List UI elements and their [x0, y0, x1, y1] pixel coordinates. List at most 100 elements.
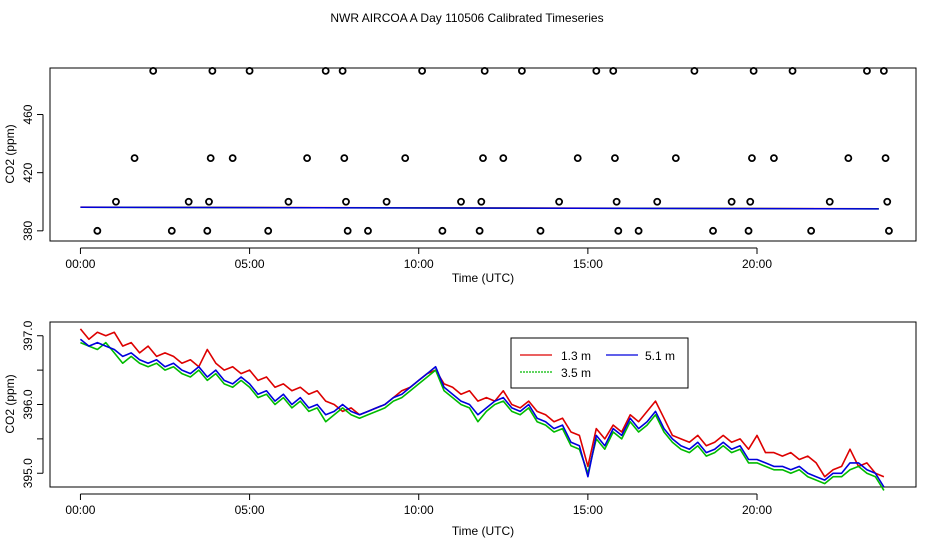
scatter-point — [479, 154, 487, 163]
y-axis-label-bottom: CO2 (ppm) — [3, 374, 17, 433]
scatter-point — [518, 67, 526, 75]
scatter-point — [611, 154, 619, 163]
top-x-tick-label: 05:00 — [235, 257, 265, 271]
scatter-point — [477, 197, 486, 206]
scatter-point — [342, 197, 350, 206]
plot-frame-bottom — [49, 321, 917, 488]
scatter-point — [480, 67, 489, 75]
scatter-point — [709, 226, 717, 235]
scatter-point — [457, 197, 465, 206]
scatter-point — [614, 226, 623, 235]
scatter-point — [303, 154, 311, 163]
co2-series-lines — [79, 328, 885, 491]
bottom-y-tick-label: 395.0 — [21, 458, 35, 488]
bottom-x-tick-label: 15:00 — [573, 503, 603, 517]
x-axis-label-bottom: Time (UTC) — [452, 524, 514, 538]
x-axis-top: 00:00 05:00 10:00 15:00 20:00 — [65, 247, 772, 271]
series-line-3-5-m — [80, 341, 885, 491]
y-axis-top: 380 420 460 — [21, 104, 44, 241]
scatter-point — [438, 226, 447, 235]
flat-series-lines — [80, 206, 879, 210]
bottom-y-tick-label: 397.0 — [21, 320, 35, 350]
bottom-x-tick-label: 20:00 — [742, 503, 772, 517]
scatter-point — [748, 154, 756, 163]
top-x-tick-label: 10:00 — [404, 257, 434, 271]
bottom-x-tick-label: 10:00 — [404, 503, 434, 517]
scatter-point — [746, 197, 755, 206]
top-x-tick-label: 15:00 — [573, 257, 603, 271]
panel-top-scatter: 00:00 05:00 10:00 15:00 20:00 380 420 460 Time… — [3, 67, 917, 285]
scatter-point — [418, 67, 427, 75]
legend: 1.3 m 5.1 m 3.5 m — [510, 337, 689, 389]
legend-label-5-1m: 5.1 m — [645, 349, 675, 363]
legend-label-3-5m: 3.5 m — [561, 366, 591, 380]
scatter-point — [573, 154, 582, 163]
scatter-point — [770, 154, 778, 163]
scatter-point — [592, 67, 601, 75]
legend-label-1-3m: 1.3 m — [561, 349, 591, 363]
scatter-point — [130, 154, 139, 163]
scatter-point — [340, 154, 349, 163]
scatter-point — [883, 197, 892, 206]
y-axis-bottom: 395.0 396.0 397.0 — [21, 320, 44, 488]
scatter-point — [863, 67, 871, 75]
y-axis-label-top: CO2 (ppm) — [3, 124, 17, 183]
chart-title: NWR AIRCOA A Day 110506 Calibrated Times… — [330, 11, 603, 25]
scatter-point — [653, 197, 662, 206]
scatter-point — [612, 197, 621, 206]
bottom-x-tick-label: 05:00 — [235, 503, 265, 517]
scatter-point — [825, 197, 834, 206]
scatter-point — [149, 67, 158, 75]
scatter-point — [206, 154, 215, 163]
series-line-1-3-m — [79, 328, 885, 478]
scatter-point — [205, 197, 213, 206]
scatter-point — [844, 154, 853, 163]
top-y-tick-label: 460 — [21, 104, 35, 124]
scatter-point — [401, 154, 410, 163]
scatter-point — [112, 197, 120, 206]
scatter-point — [634, 226, 643, 235]
scatter-point — [321, 67, 330, 75]
scatter-point — [343, 226, 352, 235]
top-y-tick-label: 380 — [21, 220, 35, 240]
scatter-point — [807, 226, 816, 235]
scatter-point — [609, 67, 618, 75]
x-axis-label-top: Time (UTC) — [452, 271, 514, 285]
scatter-point — [499, 154, 508, 163]
scatter-point — [744, 226, 753, 235]
scatter-point — [245, 67, 254, 75]
bottom-x-tick-label: 00:00 — [65, 503, 95, 517]
legend-box — [510, 337, 689, 389]
scatter-point — [690, 67, 699, 75]
scatter-point — [671, 154, 680, 163]
scatter-point — [338, 67, 347, 75]
scatter-point — [284, 197, 293, 206]
scatter-point — [228, 154, 237, 163]
scatter-point — [749, 67, 758, 75]
series-line-5-1-m — [79, 338, 885, 488]
scatter-point — [167, 226, 176, 235]
flat-series-line — [80, 206, 879, 210]
x-axis-bottom: 00:00 05:00 10:00 15:00 20:00 — [65, 493, 772, 517]
scatter-point — [879, 67, 888, 75]
scatter-point — [885, 226, 893, 235]
top-x-tick-label: 20:00 — [742, 257, 772, 271]
scatter-point — [555, 197, 564, 206]
scatter-point — [788, 67, 797, 75]
scatter-point — [208, 67, 217, 75]
scatter-point — [364, 226, 372, 235]
top-x-tick-label: 00:00 — [65, 257, 95, 271]
bottom-y-tick-label: 396.0 — [21, 389, 35, 419]
panel-bottom-lines: 00:00 05:00 10:00 15:00 20:00 395.0 396.0 397.… — [3, 320, 917, 538]
scatter-point — [382, 197, 391, 206]
scatter-point — [203, 226, 212, 235]
top-y-tick-label: 420 — [21, 162, 35, 182]
scatter-point — [727, 197, 736, 206]
scatter-point — [93, 226, 102, 235]
scatter-point — [536, 226, 545, 235]
scatter-points — [93, 67, 893, 235]
scatter-point — [264, 226, 273, 235]
scatter-point — [184, 197, 193, 206]
scatter-point — [475, 226, 484, 235]
